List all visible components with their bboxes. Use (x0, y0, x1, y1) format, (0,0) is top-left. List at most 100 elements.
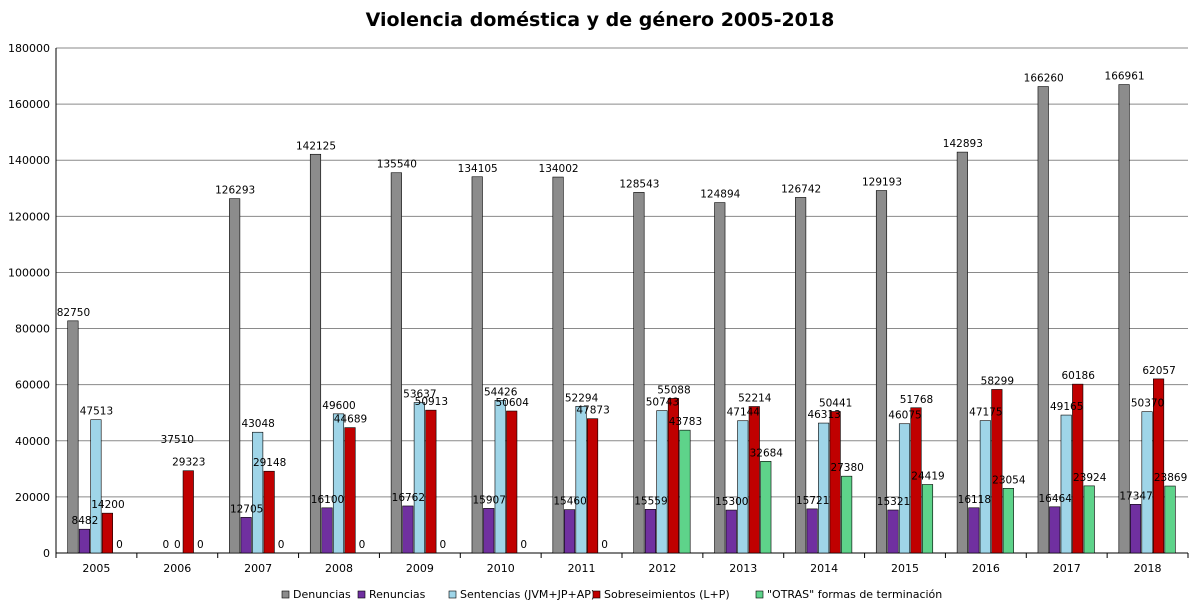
data-label: 44689 (334, 414, 367, 426)
bar (1049, 506, 1061, 554)
bar (748, 406, 760, 554)
bar (725, 509, 737, 554)
data-label: 23869 (1154, 472, 1187, 484)
bar (795, 197, 807, 554)
data-label: 124894 (700, 189, 740, 201)
data-label: 15460 (553, 496, 586, 508)
bar (644, 509, 656, 554)
y-tick-label: 100000 (8, 266, 50, 279)
data-label: 134002 (539, 163, 579, 175)
data-labels: 82750 126293 142125 135540 134105 134002 12854… (57, 71, 1188, 551)
bar (90, 419, 102, 554)
bar (494, 400, 506, 554)
data-label: 37510 (161, 434, 194, 446)
data-label: 17347 (1119, 490, 1152, 502)
y-tick-label: 160000 (8, 98, 50, 111)
data-label: 166260 (1024, 73, 1064, 85)
data-label: 54426 (484, 386, 518, 398)
data-label: 16100 (311, 494, 344, 506)
bar (806, 508, 818, 554)
data-label: 128543 (619, 178, 659, 190)
bar (887, 509, 899, 554)
data-label: 0 (116, 539, 123, 551)
data-label: 8482 (72, 515, 99, 527)
data-label: 43048 (241, 418, 274, 430)
data-label: 47144 (727, 407, 761, 419)
data-label: 50604 (496, 397, 530, 409)
data-label: 49165 (1050, 401, 1083, 413)
data-label: 46313 (807, 409, 840, 421)
legend-swatch (357, 590, 366, 599)
data-label: 53637 (403, 389, 436, 401)
bar (818, 422, 830, 554)
bar (471, 176, 483, 554)
bar (656, 410, 668, 554)
data-label: 82750 (57, 307, 90, 319)
bar (182, 470, 194, 554)
x-tick-label: 2006 (163, 562, 191, 575)
legend-swatch (755, 590, 764, 599)
bar (413, 402, 425, 554)
data-label: 142893 (943, 138, 983, 150)
bar (390, 172, 402, 554)
data-label: 58299 (981, 375, 1014, 387)
legend-label: "OTRAS" formas de terminación (767, 588, 942, 601)
y-tick-label: 80000 (15, 323, 50, 336)
x-tick-label: 2015 (891, 562, 919, 575)
bar (483, 508, 495, 554)
data-label: 50913 (415, 396, 448, 408)
bar (956, 151, 968, 554)
data-label: 29323 (172, 457, 205, 469)
data-label: 47175 (969, 407, 1002, 419)
x-tick-label: 2018 (1134, 562, 1162, 575)
x-tick-label: 2012 (648, 562, 676, 575)
y-tick-label: 60000 (15, 379, 50, 392)
bar (564, 509, 576, 554)
bar (829, 411, 841, 554)
data-label: 0 (601, 539, 608, 551)
bar (402, 505, 414, 554)
data-label: 0 (520, 539, 527, 551)
data-label: 135540 (377, 159, 417, 171)
bars (67, 84, 1176, 554)
bar (737, 420, 749, 554)
bar (760, 461, 772, 554)
bar (633, 192, 645, 554)
grid (56, 47, 1188, 554)
x-tick-label: 2017 (1053, 562, 1081, 575)
data-label: 134105 (458, 163, 498, 175)
data-label: 23924 (1073, 472, 1107, 484)
x-tick-label: 2009 (406, 562, 434, 575)
data-label: 27380 (830, 462, 863, 474)
x-tick-label: 2007 (244, 562, 272, 575)
bar (309, 153, 322, 554)
data-label: 50441 (819, 397, 852, 409)
bar (1083, 485, 1095, 554)
data-label: 47513 (80, 406, 113, 418)
bar (1164, 485, 1176, 554)
legend-label: Sentencias (JVM+JP+AP) (460, 588, 595, 601)
bar (575, 405, 587, 554)
bar (344, 427, 356, 554)
data-label: 0 (174, 539, 181, 551)
data-label: 16464 (1039, 493, 1073, 505)
data-label: 50743 (646, 397, 679, 409)
x-tick-label: 2016 (972, 562, 1000, 575)
bar (1060, 414, 1072, 554)
data-label: 16118 (958, 494, 991, 506)
data-label: 142125 (296, 140, 336, 152)
data-label: 14200 (91, 499, 124, 511)
data-label: 12705 (230, 503, 263, 515)
data-label: 0 (162, 539, 169, 551)
bar (921, 484, 934, 554)
data-label: 55088 (657, 384, 690, 396)
bar (101, 512, 113, 554)
bar (714, 202, 726, 554)
data-label: 166961 (1105, 71, 1145, 83)
data-label: 0 (197, 539, 204, 551)
bar (587, 418, 599, 554)
bar (1141, 411, 1153, 554)
bar (910, 407, 922, 554)
y-tick-label: 120000 (8, 210, 50, 223)
data-label: 43783 (669, 416, 702, 428)
